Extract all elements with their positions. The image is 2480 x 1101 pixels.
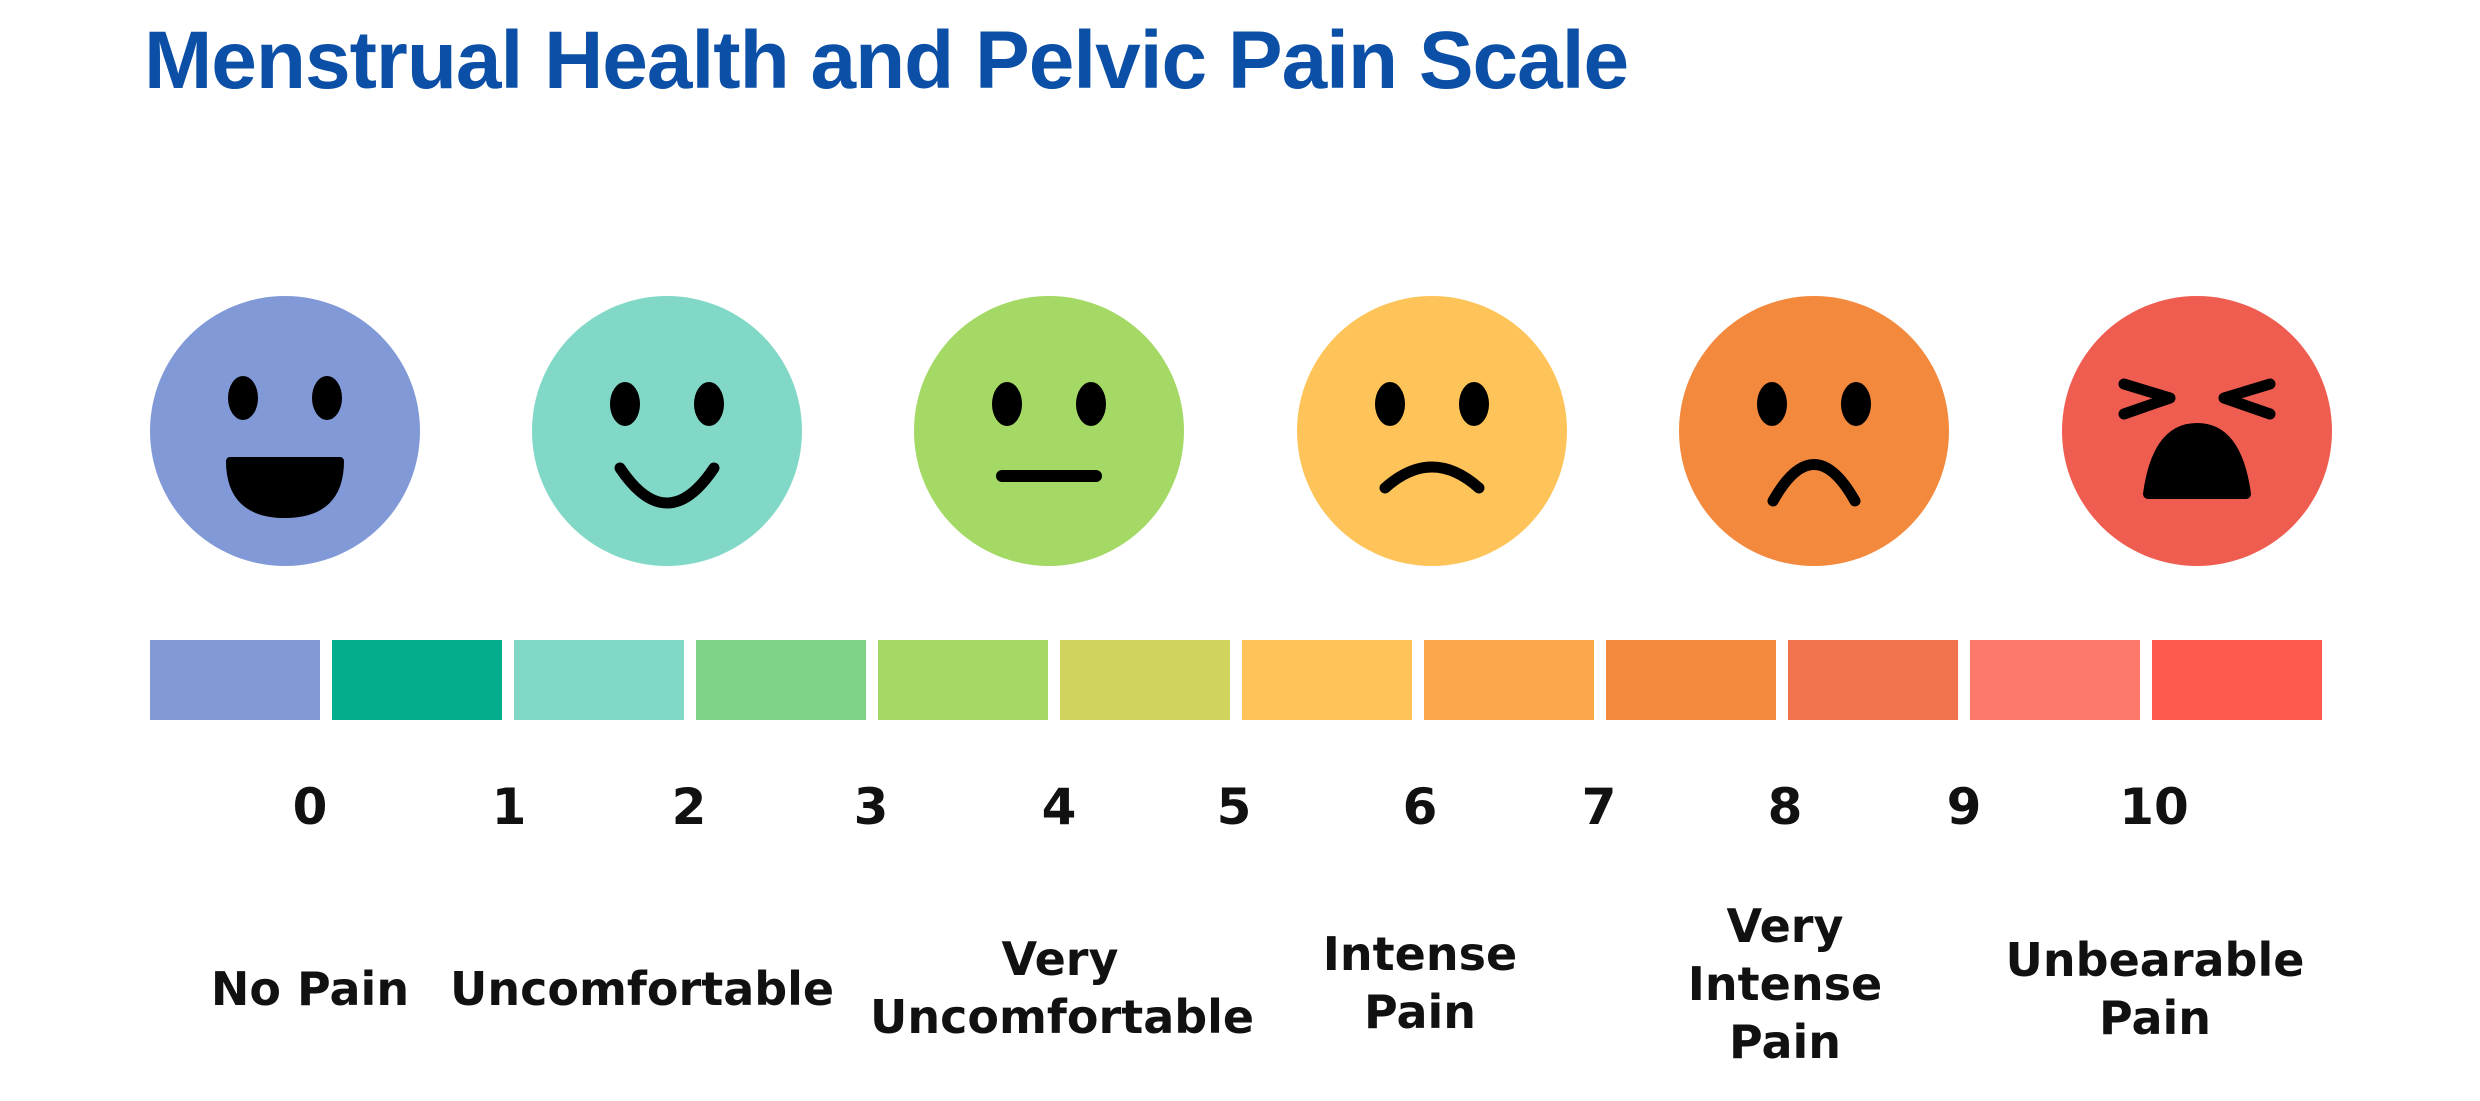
label-unbearable-pain: Unbearable Pain — [2005, 933, 2305, 1045]
neutral-face-icon — [914, 296, 1184, 566]
scale-number: 6 — [1402, 778, 1438, 836]
scale-segment — [514, 640, 684, 720]
crying-face-icon — [2062, 296, 2332, 566]
scale-number: 8 — [1767, 778, 1803, 836]
scale-number: 2 — [671, 778, 707, 836]
scale-segment — [332, 640, 502, 720]
scale-number: 1 — [491, 778, 527, 836]
scale-number: 4 — [1041, 778, 1077, 836]
scale-segment — [1060, 640, 1230, 720]
scale-segment — [878, 640, 1048, 720]
label-uncomfortable: Uncomfortable — [450, 962, 835, 1016]
scale-segment — [696, 640, 866, 720]
scale-segment — [1242, 640, 1412, 720]
scale-number: 3 — [853, 778, 889, 836]
label-very-uncomfortable: Very Uncomfortable — [870, 932, 1255, 1044]
scale-number: 5 — [1216, 778, 1252, 836]
scale-number: 0 — [292, 778, 328, 836]
scale-segment — [1970, 640, 2140, 720]
scale-number: 7 — [1581, 778, 1617, 836]
scale-number: 10 — [2119, 778, 2189, 836]
label-no-pain: No Pain — [210, 962, 410, 1016]
laughing-face-icon — [150, 296, 420, 566]
frowning-face-icon — [1679, 296, 1949, 566]
smiling-face-icon — [532, 296, 802, 566]
scale-segment — [2152, 640, 2322, 720]
scale-segment — [150, 640, 320, 720]
scale-segment — [1424, 640, 1594, 720]
label-very-intense-pain: Very Intense Pain — [1687, 899, 1883, 1069]
scale-number: 9 — [1946, 778, 1982, 836]
scale-segment — [1788, 640, 1958, 720]
sad-face-icon — [1297, 296, 1567, 566]
page-title: Menstrual Health and Pelvic Pain Scale — [144, 15, 1629, 106]
scale-segment — [1606, 640, 1776, 720]
label-intense-pain: Intense Pain — [1322, 927, 1518, 1039]
